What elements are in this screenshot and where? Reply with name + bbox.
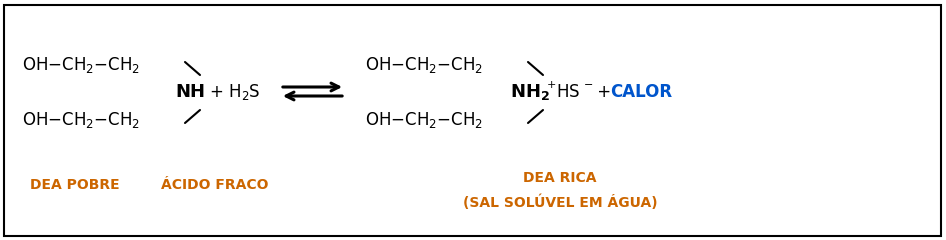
- Text: $\mathregular{OH{-}CH_2{-}CH_2}$: $\mathregular{OH{-}CH_2{-}CH_2}$: [22, 55, 140, 75]
- Text: (SAL SOLÚVEL EM ÁGUA): (SAL SOLÚVEL EM ÁGUA): [463, 194, 657, 210]
- Text: DEA POBRE: DEA POBRE: [30, 178, 120, 192]
- Text: ÁCIDO FRACO: ÁCIDO FRACO: [161, 178, 269, 192]
- Text: +: +: [592, 83, 611, 101]
- Text: $\mathregular{OH{-}CH_2{-}CH_2}$: $\mathregular{OH{-}CH_2{-}CH_2}$: [365, 55, 483, 75]
- Text: CALOR: CALOR: [610, 83, 672, 101]
- Text: −: −: [584, 80, 593, 90]
- FancyBboxPatch shape: [4, 5, 941, 236]
- Text: +: +: [547, 80, 556, 90]
- Text: DEA RICA: DEA RICA: [523, 171, 597, 185]
- Text: $\mathregular{NH_2}$: $\mathregular{NH_2}$: [510, 82, 550, 102]
- Text: $\mathregular{+ \ H_2S}$: $\mathregular{+ \ H_2S}$: [209, 82, 260, 102]
- Text: $\mathregular{OH{-}CH_2{-}CH_2}$: $\mathregular{OH{-}CH_2{-}CH_2}$: [365, 110, 483, 130]
- Text: $\mathregular{HS}$: $\mathregular{HS}$: [556, 83, 580, 101]
- Text: $\mathregular{OH{-}CH_2{-}CH_2}$: $\mathregular{OH{-}CH_2{-}CH_2}$: [22, 110, 140, 130]
- Text: $\mathregular{NH}$: $\mathregular{NH}$: [175, 83, 205, 101]
